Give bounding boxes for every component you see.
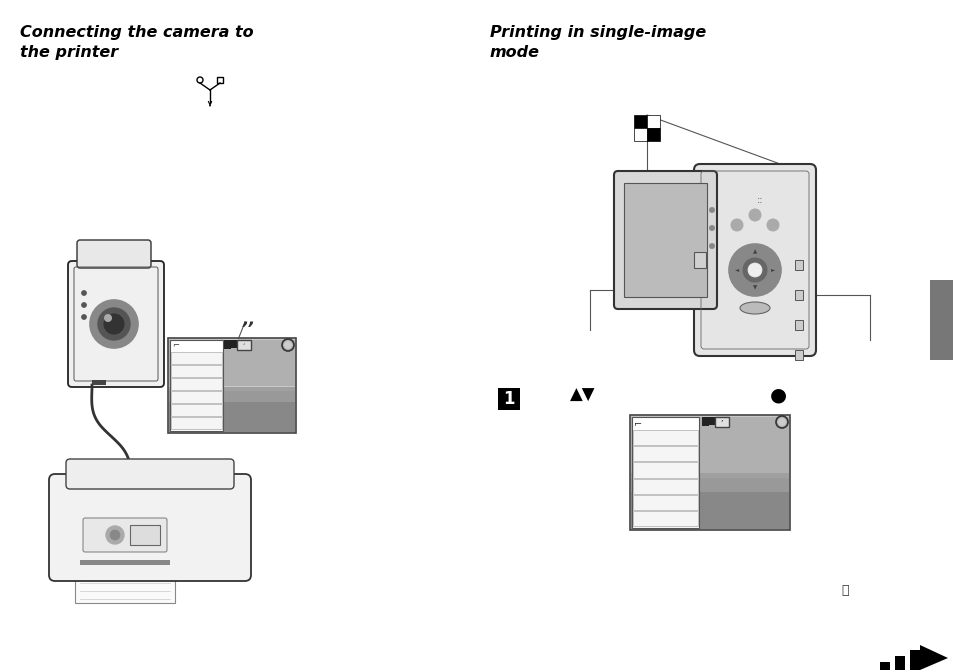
Bar [646,115,659,128]
Bar [633,495,698,510]
Bar [633,446,698,462]
Bar [629,415,789,530]
FancyBboxPatch shape [49,474,251,581]
Text: ▼: ▼ [752,286,757,290]
Text: 🖨: 🖨 [841,583,848,597]
Bar [80,560,170,565]
Bar [630,417,788,473]
Ellipse shape [740,302,769,314]
Circle shape [708,225,714,231]
Bar [693,252,705,268]
Text: ▲: ▲ [752,249,757,255]
Bar [634,115,646,128]
Text: Printing in single-image
mode: Printing in single-image mode [490,25,705,60]
Bar [630,473,788,492]
Circle shape [748,209,760,221]
Bar [630,491,788,529]
Bar [224,346,231,349]
Polygon shape [919,645,947,670]
Bar [170,340,223,431]
Bar [714,417,728,427]
Circle shape [106,526,124,544]
Text: ::: :: [756,195,762,205]
Circle shape [742,258,766,282]
Bar [929,280,953,360]
Bar [169,391,294,402]
Bar [794,320,802,330]
Bar [171,378,222,390]
Bar [224,340,237,348]
Bar [216,77,223,83]
Circle shape [104,314,112,322]
Circle shape [778,418,785,426]
Text: ▲▼: ▲▼ [570,386,595,404]
Bar [171,404,222,416]
Bar [794,260,802,270]
Circle shape [747,263,761,277]
Circle shape [284,341,292,349]
Text: Connecting the camera to
the printer: Connecting the camera to the printer [20,25,253,60]
FancyBboxPatch shape [614,171,717,309]
FancyBboxPatch shape [68,261,164,387]
Text: ◄: ◄ [734,267,739,273]
Circle shape [708,243,714,249]
Text: ʼʼ: ʼʼ [241,320,254,338]
Circle shape [81,290,87,296]
Text: ʼ: ʼ [720,419,722,427]
Text: ⌐: ⌐ [172,341,179,350]
Bar [879,662,889,670]
Bar [633,511,698,526]
Bar [633,478,698,494]
FancyBboxPatch shape [693,164,815,356]
Bar [169,387,294,402]
FancyBboxPatch shape [83,518,167,552]
Circle shape [728,244,781,296]
FancyBboxPatch shape [66,459,233,489]
Circle shape [766,219,779,231]
Bar [630,478,788,492]
Text: ʼ: ʼ [243,343,245,349]
Text: 1: 1 [503,390,515,408]
Bar [646,128,659,141]
Bar [794,290,802,300]
Bar [794,350,802,360]
Bar [91,380,106,385]
Bar [171,417,222,429]
Circle shape [104,314,124,334]
Bar [634,128,646,141]
Bar [130,525,160,545]
Text: ●: ● [769,386,785,405]
Bar [169,340,294,386]
Bar [171,351,222,364]
Bar [909,650,919,670]
Bar [236,340,251,350]
Bar [701,417,716,425]
Circle shape [98,308,130,340]
Bar [631,417,699,528]
Bar [633,430,698,446]
Bar [894,656,904,670]
FancyBboxPatch shape [77,240,151,268]
Circle shape [708,207,714,213]
Circle shape [730,219,742,231]
Bar [168,338,295,433]
Bar [623,183,706,297]
Circle shape [81,302,87,308]
Bar [75,573,174,603]
Circle shape [90,300,138,348]
Text: ⌐: ⌐ [634,418,641,428]
Bar [171,391,222,403]
Bar [169,401,294,432]
Circle shape [81,314,87,319]
Bar [701,423,708,426]
Bar [171,365,222,377]
Circle shape [110,530,120,540]
Text: ►: ► [770,267,774,273]
Bar [633,462,698,478]
Bar [497,388,519,410]
